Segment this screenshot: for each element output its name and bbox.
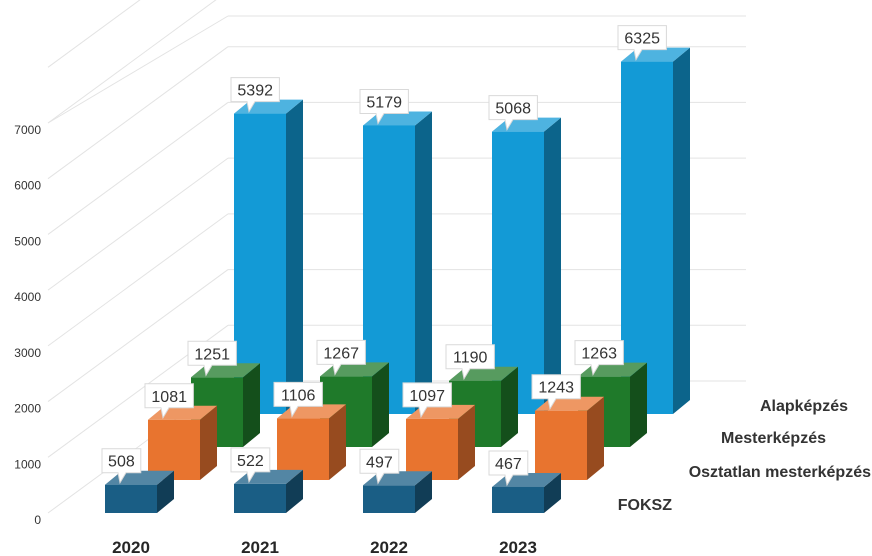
data-label-box xyxy=(187,340,237,377)
data-label: 1243 xyxy=(538,380,574,397)
bar-side xyxy=(157,470,174,513)
y-tick-label: 3000 xyxy=(14,346,41,360)
bar-side xyxy=(286,469,303,513)
bar-side xyxy=(458,404,475,480)
x-axis-labels: 2020 2021 2022 2023 xyxy=(112,538,537,556)
x-tick-label: 2023 xyxy=(499,538,537,556)
side-grid-line xyxy=(47,269,229,402)
bar-side xyxy=(329,404,346,480)
bar-side xyxy=(286,99,303,415)
series-label: Alapképzés xyxy=(760,398,848,415)
bar-side xyxy=(501,366,518,447)
bar-side xyxy=(544,117,561,414)
data-label: 1251 xyxy=(194,346,230,363)
bar-front xyxy=(406,418,458,480)
data-label-box xyxy=(531,374,581,411)
side-grid-line xyxy=(47,46,229,180)
bar-side xyxy=(415,111,432,414)
series-label: Mesterképzés xyxy=(721,430,826,447)
bar-front xyxy=(621,61,673,414)
bar-front xyxy=(535,410,587,480)
y-tick-label: 6000 xyxy=(14,179,41,193)
series-label: Osztatlan mesterképzés xyxy=(689,464,871,481)
bar-front xyxy=(277,418,329,480)
x-tick-label: 2022 xyxy=(370,538,408,556)
bar-side xyxy=(544,472,561,513)
data-label-box xyxy=(101,448,142,485)
data-label: 1097 xyxy=(409,388,445,405)
data-label-box xyxy=(488,450,529,487)
y-tick-label: 7000 xyxy=(14,123,41,137)
data-label-box xyxy=(230,447,271,484)
data-label-box xyxy=(359,448,400,485)
side-grid-line xyxy=(47,213,229,347)
bar-osztatlan-mesterképzés-2021: 1106 xyxy=(273,381,346,480)
data-label: 497 xyxy=(366,454,393,471)
bar-front xyxy=(148,419,200,480)
data-label: 5179 xyxy=(366,94,402,111)
data-label-box xyxy=(402,382,452,419)
bar-side xyxy=(243,363,260,447)
data-label: 1106 xyxy=(281,387,316,404)
bar-foksz-2022: 497 xyxy=(359,448,432,513)
data-label: 1081 xyxy=(151,389,187,406)
data-label: 1263 xyxy=(581,346,617,363)
y-tick-label: 4000 xyxy=(14,290,41,304)
data-label-box xyxy=(273,381,323,418)
bar-foksz-2023: 467 xyxy=(488,450,561,513)
data-label-box xyxy=(574,340,624,376)
bar-side xyxy=(587,396,604,480)
bar-alapképzés-2022: 5068 xyxy=(488,95,561,414)
series-label: FOKSZ xyxy=(618,497,672,514)
data-label: 467 xyxy=(495,456,522,473)
bar-front xyxy=(363,485,415,513)
bar-front xyxy=(492,486,544,513)
data-label: 6325 xyxy=(624,31,660,48)
side-grid-line xyxy=(47,0,217,124)
bar-front xyxy=(105,484,157,513)
bar-osztatlan-mesterképzés-2020: 1081 xyxy=(144,383,217,480)
y-tick-label: 1000 xyxy=(14,457,41,471)
x-tick-label: 2021 xyxy=(241,538,279,556)
bar-foksz-2020: 508 xyxy=(101,448,174,513)
data-label-box xyxy=(230,77,280,113)
data-label-box xyxy=(445,344,495,381)
data-label-box xyxy=(144,383,194,420)
bar-side xyxy=(630,362,647,447)
side-grid-line xyxy=(47,15,229,124)
bar-alapképzés-2023: 6325 xyxy=(617,25,690,414)
data-label-box xyxy=(316,339,366,376)
bar-front xyxy=(234,483,286,513)
data-label-box xyxy=(359,88,409,125)
data-label: 522 xyxy=(237,453,264,470)
bar-side xyxy=(372,362,389,447)
x-tick-label: 2020 xyxy=(112,538,150,556)
data-label: 5392 xyxy=(237,83,273,100)
y-tick-label: 2000 xyxy=(14,402,41,416)
series-labels: FOKSZ Osztatlan mesterképzés Mesterképzés A… xyxy=(618,398,871,514)
data-label-box xyxy=(488,95,538,132)
data-label: 508 xyxy=(108,454,135,471)
bar-side xyxy=(415,471,432,513)
bar-foksz-2021: 522 xyxy=(230,447,303,513)
y-tick-label: 5000 xyxy=(14,234,41,248)
data-label-box xyxy=(617,25,667,61)
data-label: 1267 xyxy=(323,345,359,362)
bar-osztatlan-mesterképzés-2022: 1097 xyxy=(402,382,475,480)
data-label: 5068 xyxy=(495,101,531,118)
y-axis-ticks: 0 1000 2000 3000 4000 5000 6000 7000 xyxy=(14,123,41,527)
bar-osztatlan-mesterképzés-2023: 1243 xyxy=(531,374,604,480)
side-grid-line xyxy=(47,0,141,68)
data-label: 1190 xyxy=(453,350,488,367)
bar-side xyxy=(200,405,217,480)
bars: 5392 5179 5068 6325 1251 1267 1190 1263 1081 1106… xyxy=(101,25,690,513)
side-grid-line xyxy=(47,157,229,291)
y-tick-label: 0 xyxy=(34,513,41,527)
bar-side xyxy=(673,47,690,414)
side-grid-line xyxy=(47,102,229,235)
